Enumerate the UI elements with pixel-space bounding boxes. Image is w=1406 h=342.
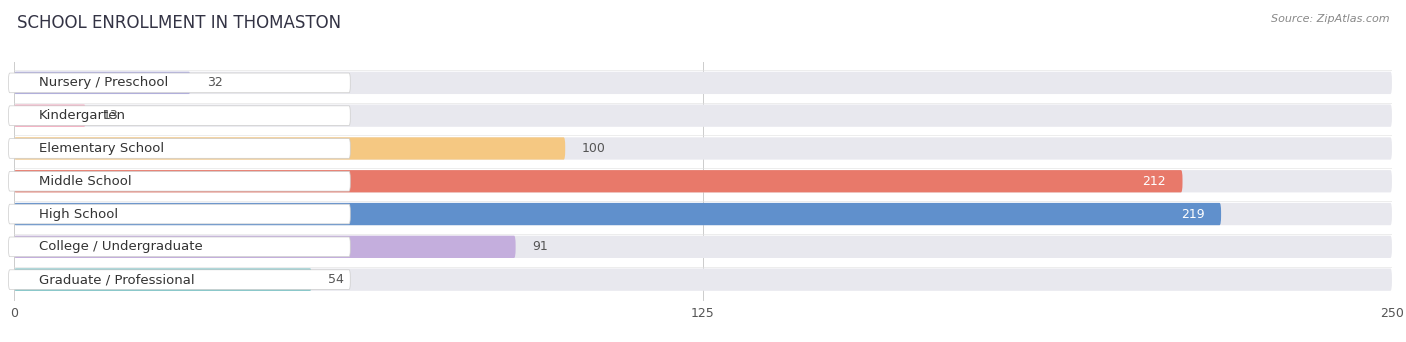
Text: College / Undergraduate: College / Undergraduate [39, 240, 202, 253]
FancyBboxPatch shape [8, 73, 350, 93]
Text: Source: ZipAtlas.com: Source: ZipAtlas.com [1271, 14, 1389, 24]
Text: 13: 13 [103, 109, 118, 122]
FancyBboxPatch shape [8, 237, 350, 257]
FancyBboxPatch shape [8, 270, 350, 289]
Text: High School: High School [39, 208, 118, 221]
Text: 91: 91 [531, 240, 548, 253]
Text: 54: 54 [328, 273, 344, 286]
FancyBboxPatch shape [14, 72, 1392, 94]
Text: 212: 212 [1142, 175, 1166, 188]
Text: 100: 100 [582, 142, 606, 155]
Text: Kindergarten: Kindergarten [39, 109, 127, 122]
FancyBboxPatch shape [14, 170, 1182, 193]
FancyBboxPatch shape [8, 139, 350, 158]
Text: SCHOOL ENROLLMENT IN THOMASTON: SCHOOL ENROLLMENT IN THOMASTON [17, 14, 342, 32]
FancyBboxPatch shape [14, 72, 190, 94]
FancyBboxPatch shape [8, 204, 350, 224]
FancyBboxPatch shape [8, 106, 350, 126]
FancyBboxPatch shape [14, 137, 1392, 160]
FancyBboxPatch shape [14, 268, 1392, 291]
Text: Graduate / Professional: Graduate / Professional [39, 273, 194, 286]
FancyBboxPatch shape [14, 203, 1392, 225]
Text: Middle School: Middle School [39, 175, 132, 188]
FancyBboxPatch shape [14, 203, 1220, 225]
FancyBboxPatch shape [14, 236, 1392, 258]
Text: Nursery / Preschool: Nursery / Preschool [39, 76, 169, 89]
FancyBboxPatch shape [14, 105, 86, 127]
FancyBboxPatch shape [14, 137, 565, 160]
FancyBboxPatch shape [14, 236, 516, 258]
FancyBboxPatch shape [14, 170, 1392, 193]
FancyBboxPatch shape [14, 268, 312, 291]
Text: 219: 219 [1181, 208, 1205, 221]
Text: Elementary School: Elementary School [39, 142, 165, 155]
FancyBboxPatch shape [8, 171, 350, 191]
Text: 32: 32 [207, 76, 222, 89]
FancyBboxPatch shape [14, 105, 1392, 127]
